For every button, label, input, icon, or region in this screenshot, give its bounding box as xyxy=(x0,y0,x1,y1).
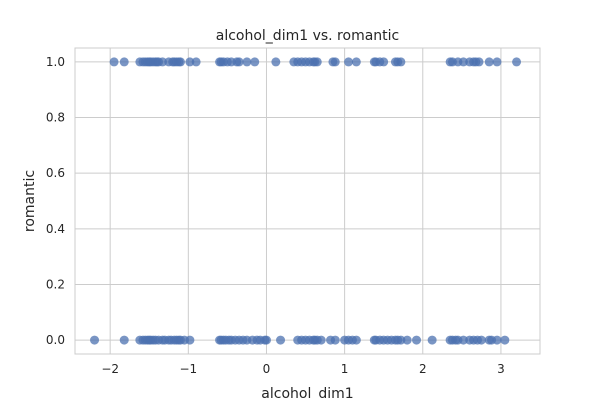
data-point xyxy=(312,57,322,67)
data-point xyxy=(512,57,522,67)
y-tick-labels: 0.0 0.2 0.4 0.6 0.8 1.0 xyxy=(46,55,65,347)
data-point xyxy=(271,57,281,67)
data-point xyxy=(492,57,502,67)
data-point xyxy=(351,57,361,67)
y-tick-label: 0.4 xyxy=(46,222,65,236)
data-point xyxy=(158,57,168,67)
data-point xyxy=(474,57,484,67)
y-tick-label: 1.0 xyxy=(46,55,65,69)
y-axis-label: romantic xyxy=(22,170,38,232)
y-tick-label: 0.8 xyxy=(46,111,65,125)
data-point xyxy=(176,57,186,67)
data-point xyxy=(412,335,422,345)
data-point xyxy=(344,57,354,67)
data-point xyxy=(458,335,468,345)
data-point xyxy=(185,57,195,67)
y-tick-label: 0.0 xyxy=(46,333,65,347)
x-tick-label: 3 xyxy=(497,362,505,376)
data-point xyxy=(476,335,486,345)
data-point xyxy=(396,335,406,345)
data-point xyxy=(492,335,502,345)
data-point xyxy=(119,335,129,345)
data-point xyxy=(90,335,100,345)
plot-frame xyxy=(74,47,541,355)
data-point xyxy=(191,57,201,67)
x-tick-label: −2 xyxy=(101,362,119,376)
data-point xyxy=(261,335,271,345)
data-point xyxy=(402,335,412,345)
x-tick-label: −1 xyxy=(179,362,197,376)
x-tick-label: 1 xyxy=(341,362,349,376)
data-point xyxy=(276,335,286,345)
data-point xyxy=(109,57,119,67)
y-tick-label: 0.2 xyxy=(46,277,65,291)
data-point xyxy=(484,57,494,67)
data-point xyxy=(316,335,326,345)
data-point xyxy=(351,335,361,345)
x-tick-label: 0 xyxy=(263,362,271,376)
x-tick-labels: −2 −1 0 1 2 3 xyxy=(101,362,504,376)
chart-title: alcohol_dim1 vs. romantic xyxy=(216,28,400,44)
data-point xyxy=(500,335,510,345)
data-point xyxy=(427,335,437,345)
data-point xyxy=(396,57,406,67)
data-point xyxy=(458,57,468,67)
data-point xyxy=(330,57,340,67)
data-points xyxy=(90,57,522,345)
data-point xyxy=(379,57,389,67)
data-point xyxy=(234,57,244,67)
data-point xyxy=(250,57,260,67)
data-point xyxy=(185,335,195,345)
data-point xyxy=(242,57,252,67)
data-point xyxy=(119,57,129,67)
data-point xyxy=(330,335,340,345)
y-tick-label: 0.6 xyxy=(46,166,65,180)
x-axis-label: alcohol_dim1 xyxy=(261,386,353,400)
x-tick-label: 2 xyxy=(419,362,427,376)
grid xyxy=(75,48,540,354)
